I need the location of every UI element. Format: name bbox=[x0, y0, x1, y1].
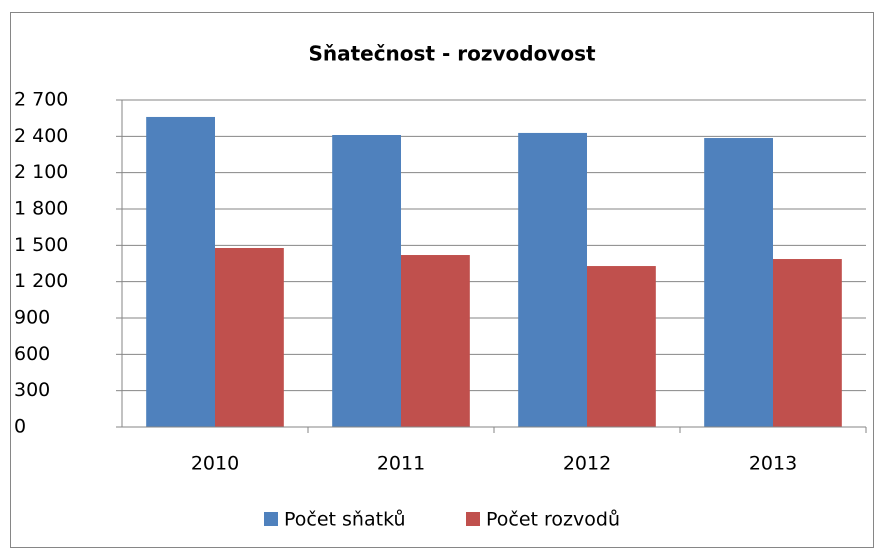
y-tick-label: 1 200 bbox=[14, 270, 68, 292]
bar bbox=[401, 255, 470, 427]
y-tick-label: 600 bbox=[14, 343, 50, 365]
bar bbox=[587, 266, 656, 427]
y-tick-label: 0 bbox=[14, 416, 26, 438]
x-tick-label: 2011 bbox=[377, 453, 425, 475]
legend-swatch bbox=[466, 512, 480, 526]
bar bbox=[773, 259, 842, 427]
x-tick-label: 2010 bbox=[191, 453, 239, 475]
bar bbox=[215, 247, 284, 427]
legend-swatch bbox=[264, 512, 278, 526]
legend-label: Počet rozvodů bbox=[486, 509, 620, 531]
y-tick-label: 2 100 bbox=[14, 161, 68, 183]
y-tick-label: 1 800 bbox=[14, 198, 68, 220]
bar bbox=[704, 138, 773, 428]
y-tick-label: 300 bbox=[14, 379, 50, 401]
bar bbox=[518, 132, 587, 428]
bar bbox=[146, 116, 215, 427]
y-tick-label: 2 700 bbox=[14, 89, 68, 111]
y-tick-label: 1 500 bbox=[14, 234, 68, 256]
bar bbox=[332, 135, 401, 428]
chart-title: Sňatečnost - rozvodovost bbox=[308, 42, 596, 66]
y-tick-label: 900 bbox=[14, 307, 50, 329]
y-tick-label: 2 400 bbox=[14, 125, 68, 147]
x-tick-label: 2013 bbox=[749, 453, 797, 475]
x-tick-label: 2012 bbox=[563, 453, 611, 475]
legend-label: Počet sňatků bbox=[284, 509, 406, 531]
